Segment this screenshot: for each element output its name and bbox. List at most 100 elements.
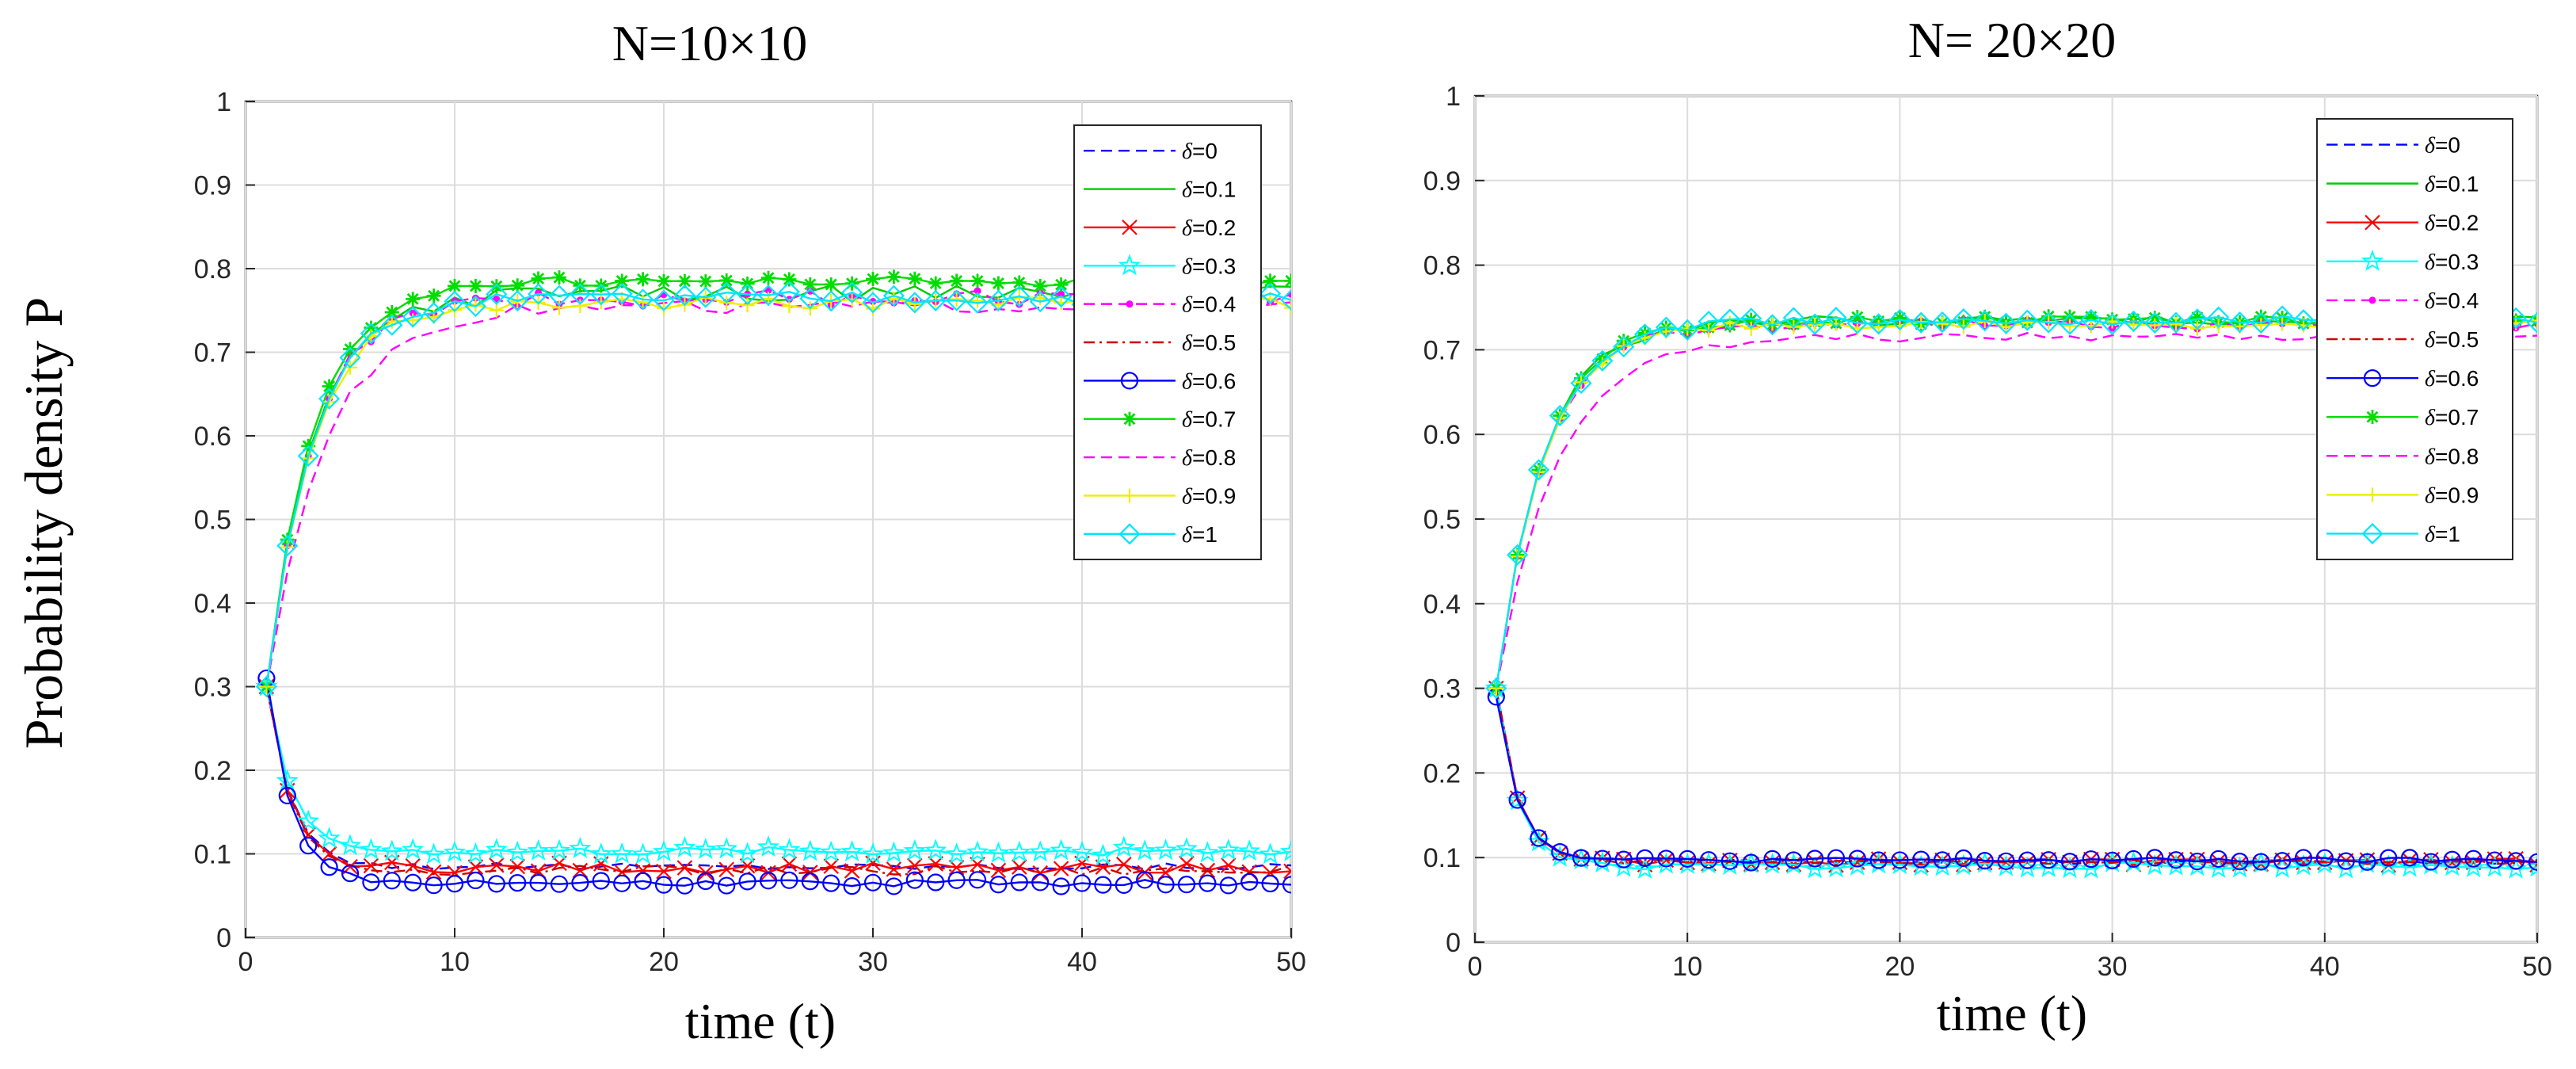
data-point	[1157, 876, 1175, 894]
legend-marker	[1122, 411, 1137, 426]
data-point	[1742, 853, 1760, 872]
data-point	[654, 876, 673, 894]
data-point	[634, 872, 652, 890]
data-point	[467, 871, 485, 890]
data-point	[987, 289, 1009, 311]
data-point	[1782, 307, 1804, 329]
data-point	[1806, 849, 1824, 868]
y-tick-label: 0	[216, 923, 231, 953]
legend-entry: δ=0.1	[1084, 178, 1236, 203]
data-point	[1054, 296, 1069, 311]
data-point	[402, 306, 424, 328]
data-point	[1115, 876, 1133, 894]
data-point	[299, 837, 318, 855]
data-point	[653, 289, 675, 311]
data-point	[1527, 459, 1550, 481]
data-point	[1827, 849, 1846, 867]
data-point	[715, 837, 738, 859]
data-point	[696, 872, 714, 891]
x-tick-label: 20	[1884, 952, 1915, 982]
data-point	[1614, 850, 1633, 869]
data-point	[990, 862, 1007, 879]
data-point	[1740, 307, 1762, 330]
legend-entry: δ=0.2	[1084, 216, 1236, 241]
data-point	[2105, 314, 2120, 329]
data-point	[2146, 849, 2164, 867]
legend-marker	[2361, 522, 2384, 545]
data-point	[527, 838, 550, 861]
legend-entry: δ=0.8	[2326, 444, 2479, 469]
data-point	[1804, 313, 1826, 335]
data-point	[1261, 874, 1279, 893]
data-point	[2166, 851, 2185, 869]
data-point	[676, 876, 694, 895]
series-0-6	[1487, 688, 2537, 872]
data-point	[844, 292, 859, 307]
legend-entry: δ=0.4	[1084, 292, 1236, 318]
data-point	[844, 863, 860, 879]
legend-label: δ=0	[2425, 133, 2460, 158]
data-point	[1824, 856, 1848, 878]
legend-entry: δ=0.9	[1084, 483, 1236, 509]
data-point	[1112, 835, 1135, 857]
series-0-5	[1495, 688, 2537, 865]
legend-marker	[1126, 300, 1134, 308]
data-point	[2147, 318, 2163, 333]
y-axis-label: Probability density P	[13, 297, 74, 749]
data-point	[1008, 840, 1031, 862]
data-point	[487, 875, 505, 893]
chart-panel-right: N= 20×20 time (t) 0 10 20 30 40 50 0 0.1 0.2 0.3 0…	[1423, 12, 2552, 1041]
data-point	[2062, 309, 2077, 324]
data-point	[2186, 308, 2208, 330]
data-point	[903, 838, 926, 861]
data-point	[506, 290, 528, 312]
data-point	[719, 273, 734, 288]
data-point	[632, 288, 654, 311]
data-point	[1530, 829, 1548, 847]
data-point	[822, 874, 840, 892]
data-point	[1613, 336, 1635, 358]
legend-label: δ=0.7	[1182, 407, 1236, 433]
data-point	[882, 284, 905, 307]
data-point	[1012, 275, 1027, 290]
data-point	[381, 314, 403, 336]
data-point	[736, 842, 759, 864]
legend-marker	[1118, 254, 1141, 276]
data-point	[2462, 856, 2485, 878]
data-point	[635, 272, 650, 287]
data-point	[425, 876, 443, 895]
data-point	[2169, 316, 2184, 331]
data-point	[2060, 853, 2079, 871]
data-point	[657, 273, 671, 288]
legend-entry: δ=0.9	[2326, 483, 2479, 508]
y-tick-label: 0.2	[194, 756, 231, 786]
data-point	[631, 842, 654, 865]
data-point	[2189, 310, 2204, 325]
data-point	[2315, 849, 2334, 867]
data-point	[987, 841, 1010, 863]
data-point	[801, 872, 819, 891]
legend-entry: δ=0.5	[1084, 330, 1236, 356]
data-point	[550, 875, 569, 893]
data-point	[276, 769, 299, 791]
data-point	[360, 323, 382, 345]
data-point	[1976, 851, 1994, 870]
data-point	[907, 857, 923, 874]
y-tick-label: 0.3	[1423, 674, 1461, 704]
data-point	[1828, 316, 1843, 331]
legend-entry: δ=0.2	[2326, 211, 2479, 236]
data-point	[2400, 849, 2419, 867]
data-point	[970, 273, 985, 288]
data-point	[1892, 311, 1907, 326]
data-point	[1029, 291, 1051, 313]
data-point	[843, 877, 861, 895]
data-point	[904, 292, 926, 314]
data-point	[907, 271, 922, 286]
legend-label: δ=0.1	[1182, 178, 1236, 203]
data-point	[635, 295, 650, 310]
data-point	[404, 873, 422, 891]
data-point	[695, 286, 717, 308]
data-point	[1196, 841, 1219, 863]
data-point	[448, 278, 462, 293]
